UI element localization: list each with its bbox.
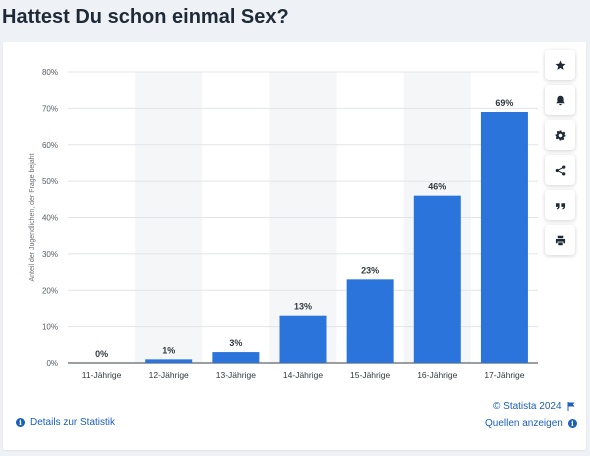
data-label: 0% — [95, 349, 108, 359]
favorite-button[interactable] — [545, 50, 575, 80]
flag-icon — [567, 402, 575, 411]
y-tick-label: 80% — [42, 68, 58, 77]
y-tick-label: 0% — [46, 359, 58, 368]
bar — [145, 359, 193, 363]
x-tick-label: 11-Jährige — [82, 370, 122, 380]
bell-icon — [555, 95, 565, 105]
data-label: 69% — [495, 98, 513, 108]
chart-toolbar — [545, 50, 577, 260]
notification-button[interactable] — [545, 85, 575, 115]
data-label: 1% — [162, 345, 175, 355]
y-axis-title: Anteil der Jugendlichen, der Frage bejah… — [29, 153, 36, 281]
info-icon: i — [16, 418, 25, 427]
star-icon — [554, 59, 566, 70]
y-tick-label: 50% — [42, 177, 58, 186]
chart-card: 0% 10% 20% 30% 40% 50% 60% 70% 80% 0% 11-Jährige 1%… — [3, 42, 586, 450]
data-label: 3% — [229, 338, 242, 348]
page-title: Hattest Du schon einmal Sex? — [2, 6, 289, 28]
bar — [346, 279, 394, 363]
settings-button[interactable] — [545, 120, 575, 150]
y-tick-label: 20% — [42, 286, 58, 295]
copyright-link[interactable]: © Statista 2024 — [493, 401, 575, 412]
data-label: 13% — [294, 302, 312, 312]
bar — [279, 315, 327, 363]
gear-icon — [554, 129, 566, 141]
details-link[interactable]: i Details zur Statistik — [16, 417, 115, 428]
cite-button[interactable] — [545, 190, 575, 220]
bar — [413, 195, 461, 363]
sources-link-label: Quellen anzeigen — [485, 418, 563, 429]
bar — [212, 352, 260, 363]
data-label: 46% — [428, 182, 446, 192]
bar — [480, 112, 528, 363]
y-tick-label: 60% — [42, 141, 58, 150]
y-tick-label: 40% — [42, 214, 58, 223]
x-tick-label: 17-Jährige — [484, 370, 524, 380]
sources-link[interactable]: Quellen anzeigen i — [485, 418, 577, 429]
copyright-text: © Statista 2024 — [493, 401, 562, 412]
bar-chart: 0% 10% 20% 30% 40% 50% 60% 70% 80% 0% 11-Jährige 1%… — [29, 68, 538, 380]
share-button[interactable] — [545, 155, 575, 185]
x-tick-label: 13-Jährige — [216, 370, 256, 380]
x-tick-label: 15-Jährige — [350, 370, 390, 380]
x-tick-label: 12-Jährige — [149, 370, 189, 380]
y-tick-label: 30% — [42, 250, 58, 259]
y-tick-label: 70% — [42, 104, 58, 113]
y-tick-label: 10% — [42, 323, 58, 332]
print-button[interactable] — [545, 225, 575, 255]
details-link-label: Details zur Statistik — [30, 417, 116, 428]
x-tick-label: 16-Jährige — [417, 370, 457, 380]
data-label: 23% — [361, 265, 379, 275]
share-icon — [555, 164, 565, 176]
x-tick-label: 14-Jährige — [283, 370, 323, 380]
info-icon: i — [567, 419, 577, 428]
print-icon — [555, 235, 565, 245]
quote-icon — [555, 202, 565, 209]
